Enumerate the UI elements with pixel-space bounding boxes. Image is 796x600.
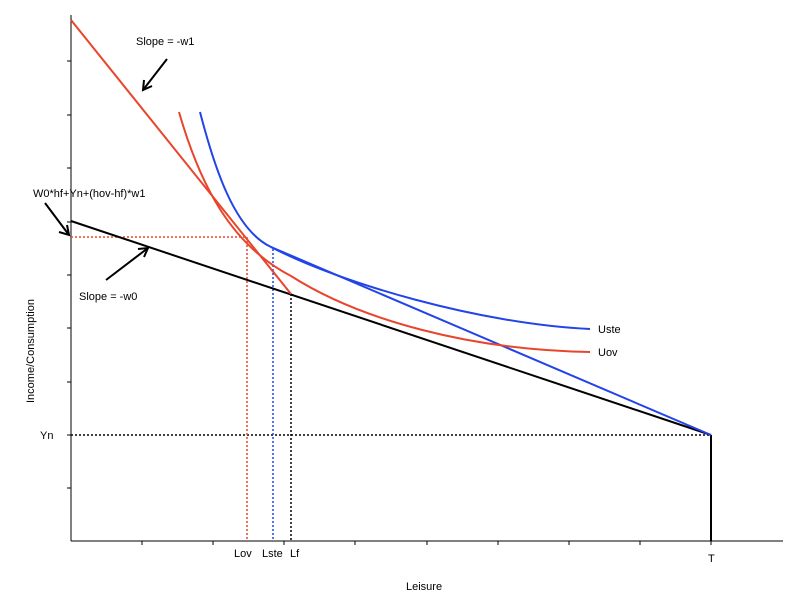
arrow-slope-w1	[141, 58, 168, 92]
y-axis-title: Income/Consumption	[25, 299, 37, 403]
budget-line-w0	[70, 220, 712, 436]
curve-label-uov: Uov	[598, 347, 618, 359]
y-axis-ticks	[67, 60, 71, 489]
indifference-curve-uov	[178, 111, 591, 353]
y-label-yn: Yn	[40, 430, 53, 442]
x-label-lf: Lf	[290, 548, 300, 560]
x-axis-ticks	[141, 541, 712, 545]
curve-label-uste: Uste	[598, 324, 621, 336]
indifference-curve-uste	[199, 111, 591, 330]
x-axis-title: Leisure	[406, 581, 442, 593]
annotation-slope-w0: Slope = -w0	[79, 291, 137, 303]
x-label-lov: Lov	[234, 548, 252, 560]
y-label-w0hf: W0*hf+Yn+(hov-hf)*w1	[33, 188, 146, 200]
arrow-w0hf	[44, 202, 71, 237]
budget-line-w1	[70, 19, 292, 295]
annotation-slope-w1: Slope = -w1	[136, 36, 194, 48]
x-label-lste: Lste	[262, 548, 283, 560]
x-label-t: T	[708, 553, 715, 565]
arrow-slope-w0	[105, 246, 150, 281]
